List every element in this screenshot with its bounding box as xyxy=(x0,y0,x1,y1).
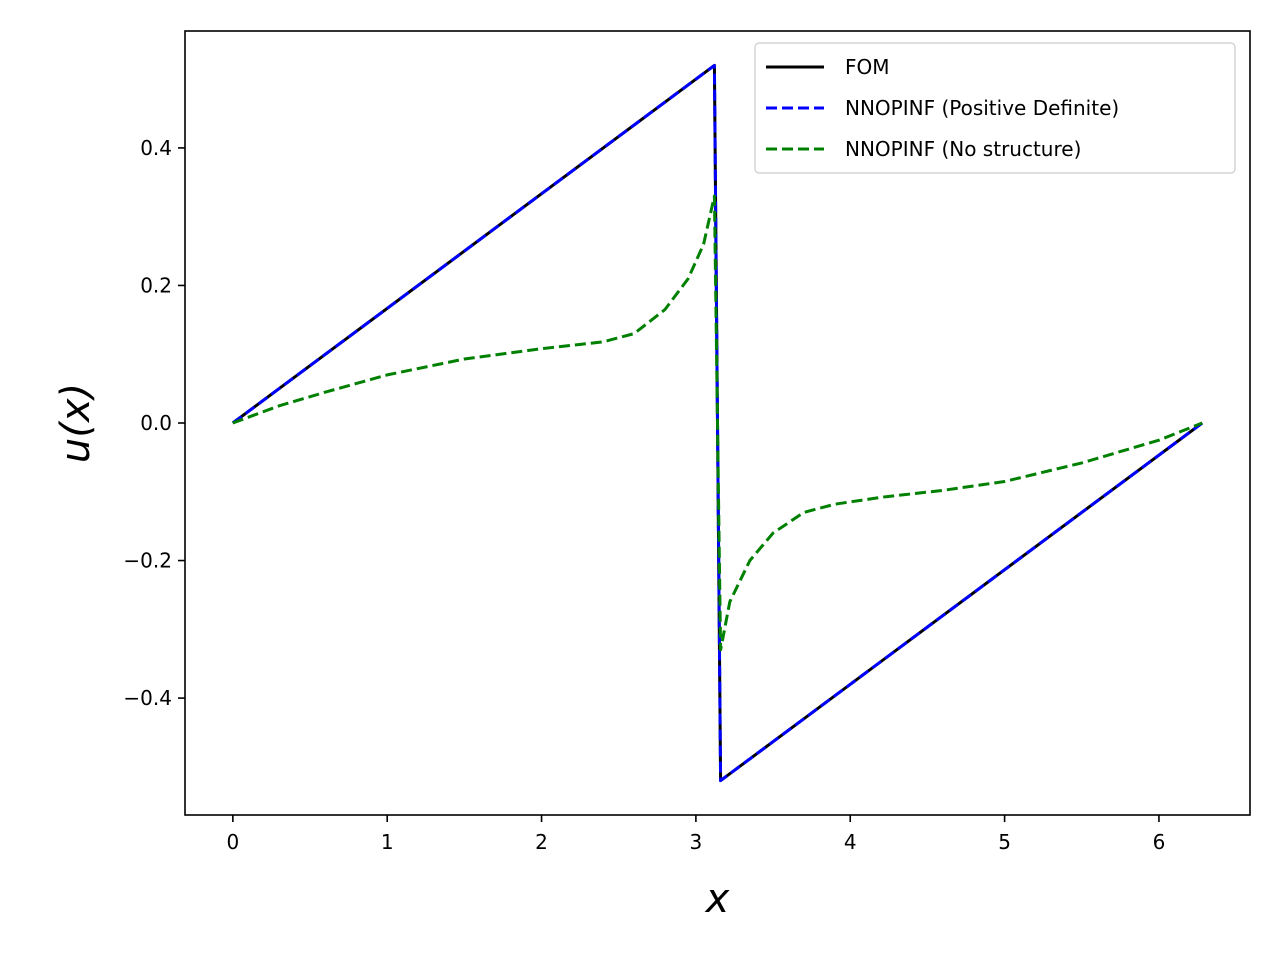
y-tick-label: −0.2 xyxy=(123,549,172,573)
legend-entry-nnopinf-no-structure: NNOPINF (No structure) xyxy=(845,137,1081,161)
x-tick-label: 0 xyxy=(226,830,239,854)
y-tick-label: 0.0 xyxy=(140,411,172,435)
x-axis-label: x xyxy=(704,876,730,922)
legend-box xyxy=(754,42,1236,174)
x-tick-label: 3 xyxy=(690,830,703,854)
legend: FOM NNOPINF (Positive Definite) NNOPINF … xyxy=(754,42,1236,174)
y-tick-label: 0.2 xyxy=(140,273,172,297)
y-tick-label: −0.4 xyxy=(123,686,172,710)
x-tick-label: 5 xyxy=(998,830,1011,854)
x-tick-label: 4 xyxy=(844,830,857,854)
series-line-nnopinf-no-structure xyxy=(232,194,1203,652)
x-tick-label: 1 xyxy=(381,830,394,854)
legend-entry-fom: FOM xyxy=(845,55,890,79)
legend-entry-nnopinf-positive-definite: NNOPINF (Positive Definite) xyxy=(845,96,1119,120)
x-tick-label: 2 xyxy=(535,830,548,854)
series-layer xyxy=(231,63,1204,783)
y-axis-label: u(x) xyxy=(53,383,99,463)
x-tick-label: 6 xyxy=(1153,830,1166,854)
ticks-layer: 0 1 2 3 4 5 6 −0.4 −0.2 0.0 0.2 0.4 xyxy=(123,136,1165,854)
y-tick-label: 0.4 xyxy=(140,136,172,160)
